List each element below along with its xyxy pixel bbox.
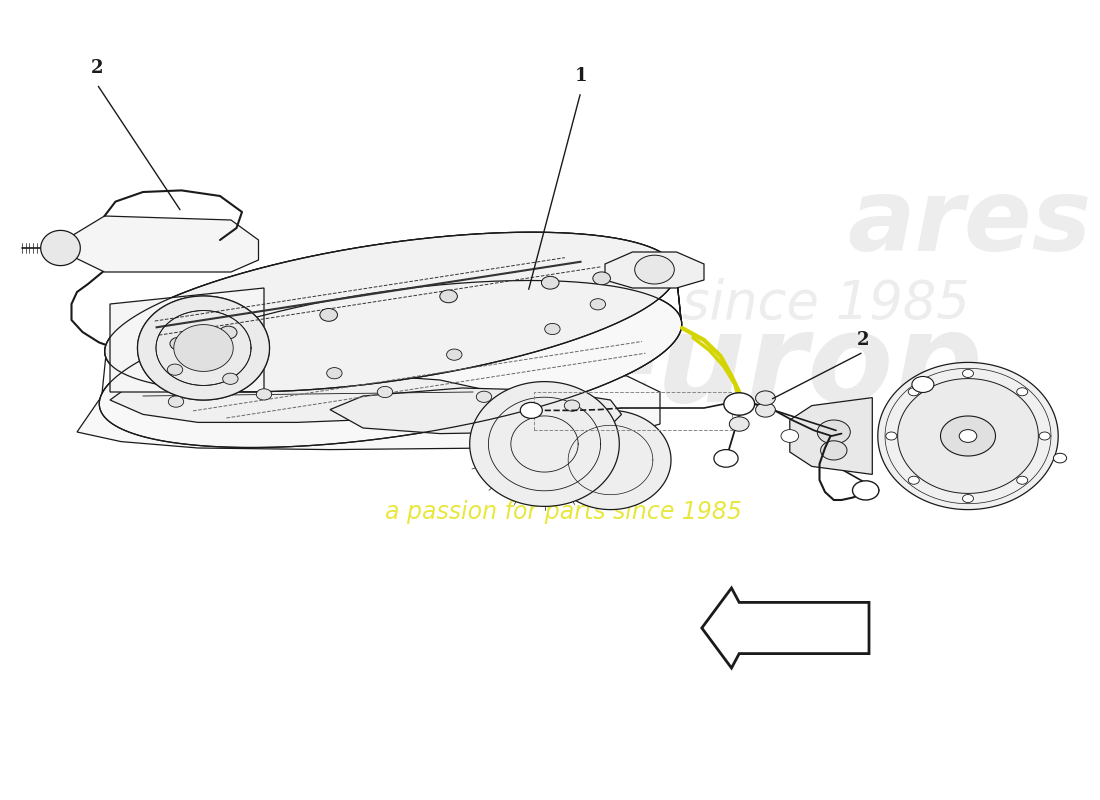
Polygon shape: [790, 398, 872, 474]
Circle shape: [476, 391, 492, 402]
Circle shape: [447, 349, 462, 360]
Polygon shape: [110, 288, 264, 392]
Polygon shape: [940, 416, 996, 456]
Circle shape: [593, 272, 611, 285]
Circle shape: [821, 441, 847, 460]
Circle shape: [167, 364, 183, 375]
Circle shape: [591, 298, 606, 310]
Circle shape: [909, 388, 920, 396]
Text: 2: 2: [857, 331, 870, 349]
Circle shape: [886, 432, 896, 440]
Circle shape: [1016, 476, 1027, 484]
Circle shape: [320, 309, 338, 322]
Circle shape: [541, 276, 559, 289]
Circle shape: [327, 367, 342, 378]
Polygon shape: [174, 325, 233, 371]
Circle shape: [781, 430, 799, 442]
Polygon shape: [99, 232, 682, 447]
Polygon shape: [898, 378, 1038, 494]
Text: europ: europ: [572, 307, 982, 429]
Circle shape: [962, 370, 974, 378]
Text: a passion for parts since 1985: a passion for parts since 1985: [385, 500, 741, 524]
Circle shape: [912, 377, 934, 393]
Polygon shape: [72, 216, 258, 272]
Circle shape: [1040, 432, 1050, 440]
Circle shape: [544, 323, 560, 334]
Polygon shape: [99, 281, 682, 447]
Circle shape: [714, 450, 738, 467]
Circle shape: [440, 290, 458, 302]
Circle shape: [222, 373, 238, 384]
Circle shape: [520, 402, 542, 418]
Circle shape: [909, 476, 920, 484]
Polygon shape: [550, 410, 671, 510]
Text: since 1985: since 1985: [682, 278, 970, 330]
Polygon shape: [470, 382, 619, 506]
Text: ares: ares: [847, 175, 1091, 273]
Circle shape: [729, 417, 749, 431]
Polygon shape: [138, 296, 270, 400]
Circle shape: [168, 396, 184, 407]
Circle shape: [959, 430, 977, 442]
Polygon shape: [77, 364, 660, 450]
Circle shape: [756, 391, 775, 406]
Polygon shape: [104, 232, 676, 392]
Circle shape: [852, 481, 879, 500]
Circle shape: [170, 338, 188, 350]
Circle shape: [635, 255, 674, 284]
Circle shape: [724, 393, 755, 415]
Polygon shape: [41, 230, 80, 266]
Polygon shape: [605, 252, 704, 288]
Polygon shape: [330, 388, 622, 434]
Circle shape: [756, 402, 775, 417]
Text: 1: 1: [574, 67, 587, 85]
Circle shape: [564, 400, 580, 411]
Polygon shape: [878, 362, 1058, 510]
Circle shape: [962, 494, 974, 502]
Polygon shape: [110, 372, 495, 422]
Circle shape: [377, 386, 393, 398]
Polygon shape: [138, 296, 270, 400]
Polygon shape: [702, 588, 869, 668]
Circle shape: [1054, 454, 1067, 463]
Text: 2: 2: [90, 59, 103, 77]
Circle shape: [817, 420, 850, 444]
Circle shape: [1016, 388, 1027, 396]
Circle shape: [256, 389, 272, 400]
Circle shape: [219, 326, 236, 339]
